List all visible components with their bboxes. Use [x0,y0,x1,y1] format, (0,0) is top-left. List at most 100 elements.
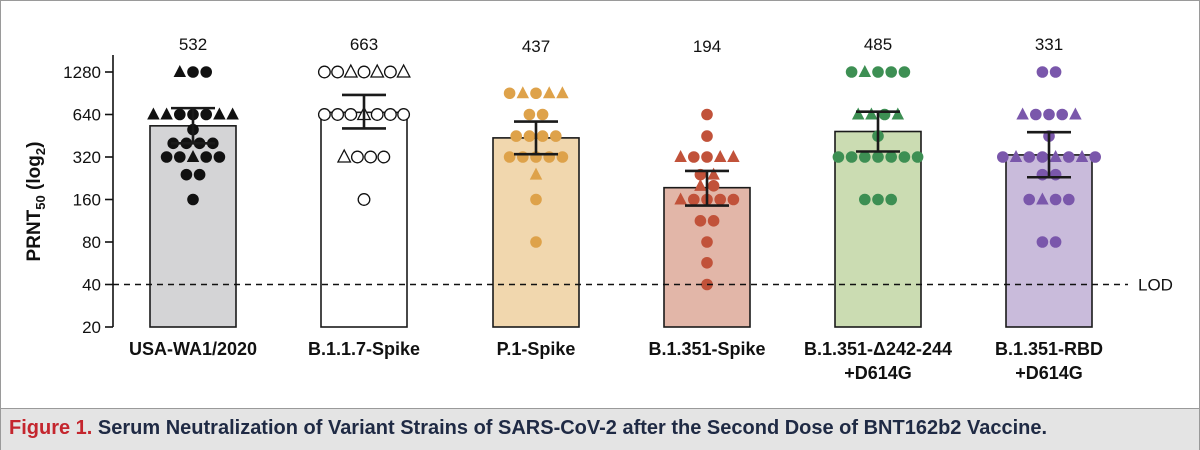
bar [1005,154,1093,328]
data-point-circle [898,151,911,163]
data-point-circle [383,65,397,79]
data-point-circle [1049,168,1062,181]
data-point-circle [1036,236,1049,248]
data-point-circle [688,193,700,206]
figure-caption: Figure 1. Serum Neutralization of Varian… [9,417,1047,440]
data-point-circle [200,108,212,121]
data-point-circle [503,151,516,163]
data-point-circle [898,66,911,78]
data-point-circle [701,236,713,248]
data-point-triangle [707,167,720,180]
data-point-circle [885,151,897,163]
data-point-circle [1063,193,1075,206]
data-point-triangle [173,65,187,77]
data-point-circle [331,108,345,121]
data-point-circle [530,87,542,100]
data-point-circle [536,108,549,121]
data-point-circle [845,151,858,163]
data-point-circle [317,65,331,79]
data-point-circle [1030,108,1042,121]
x-category-label: B.1.351-Δ242-244 [804,339,952,359]
data-point-triangle [542,86,556,99]
data-point-circle [688,151,700,163]
data-point-circle [997,151,1009,163]
data-point-circle [523,108,536,121]
data-point-circle [845,66,858,78]
data-point-triangle [891,107,905,120]
data-point-circle [193,168,206,181]
data-point-circle [331,65,345,79]
x-category-label: +D614G [844,363,912,383]
data-point-circle [556,151,569,163]
data-point-circle [530,236,542,248]
value-label: 485 [864,35,892,54]
data-point-circle [727,193,740,206]
data-point-circle [200,66,212,78]
data-point-circle [174,108,186,121]
data-point-circle [872,151,884,163]
data-point-triangle [147,107,160,120]
x-category-label: B.1.1.7-Spike [308,339,420,359]
figure-label: Figure 1. [9,417,93,439]
data-point-circle [872,66,884,78]
data-point-circle [832,151,845,163]
data-point-triangle [858,65,872,77]
data-point-triangle [556,86,569,99]
y-tick-label: 640 [73,106,101,125]
data-point-triangle [674,192,687,205]
data-point-triangle [865,107,878,120]
y-tick-label: 80 [82,233,101,252]
data-point-circle [1049,193,1062,206]
data-point-triangle [336,148,352,163]
data-point-circle [701,256,713,269]
data-point-circle [357,65,371,79]
data-point-circle [701,108,713,121]
data-point-circle [701,151,713,163]
data-point-triangle [1016,107,1029,120]
data-point-circle [872,193,884,206]
data-point-triangle [529,167,543,180]
data-point-triangle [694,178,707,191]
data-point-circle [187,193,199,206]
data-point-circle [911,151,924,163]
caption-text: Serum Neutralization of Variant Strains … [97,417,1048,439]
value-label: 532 [179,35,207,54]
data-point-circle [1043,108,1055,121]
data-point-circle [344,108,358,121]
data-point-triangle [160,107,173,120]
value-label: 437 [522,37,550,56]
data-point-circle [383,108,397,121]
data-point-circle [859,151,871,163]
data-point-triangle [713,150,727,162]
data-point-circle [1089,151,1101,163]
x-category-label: P.1-Spike [497,339,576,359]
data-point-circle [1049,236,1062,248]
data-point-triangle [516,86,530,99]
data-point-circle [1049,66,1062,78]
value-label: 663 [350,35,378,54]
y-tick-label: 40 [82,276,101,295]
y-tick-label: 1280 [63,63,101,82]
data-point-circle [1056,108,1068,121]
data-point-triangle [1036,192,1049,205]
data-point-circle [213,151,226,163]
data-point-circle [1036,66,1049,78]
x-category-label: B.1.351-Spike [648,339,765,359]
y-axis-label: PRNT50 (log2) [24,142,48,262]
data-point-circle [350,150,364,164]
data-point-circle [510,130,522,142]
data-point-triangle [1049,150,1062,162]
data-point-triangle [727,150,740,162]
data-point-circle [885,66,897,78]
data-point-circle [707,215,720,227]
data-point-circle [1036,168,1049,181]
data-point-circle [174,151,186,163]
y-tick-label: 160 [73,191,101,210]
data-point-circle [377,150,391,164]
data-point-circle [536,130,549,142]
data-point-circle [370,108,384,121]
y-tick-label: 320 [73,148,101,167]
data-point-circle [160,151,173,163]
data-point-triangle [1069,107,1082,120]
